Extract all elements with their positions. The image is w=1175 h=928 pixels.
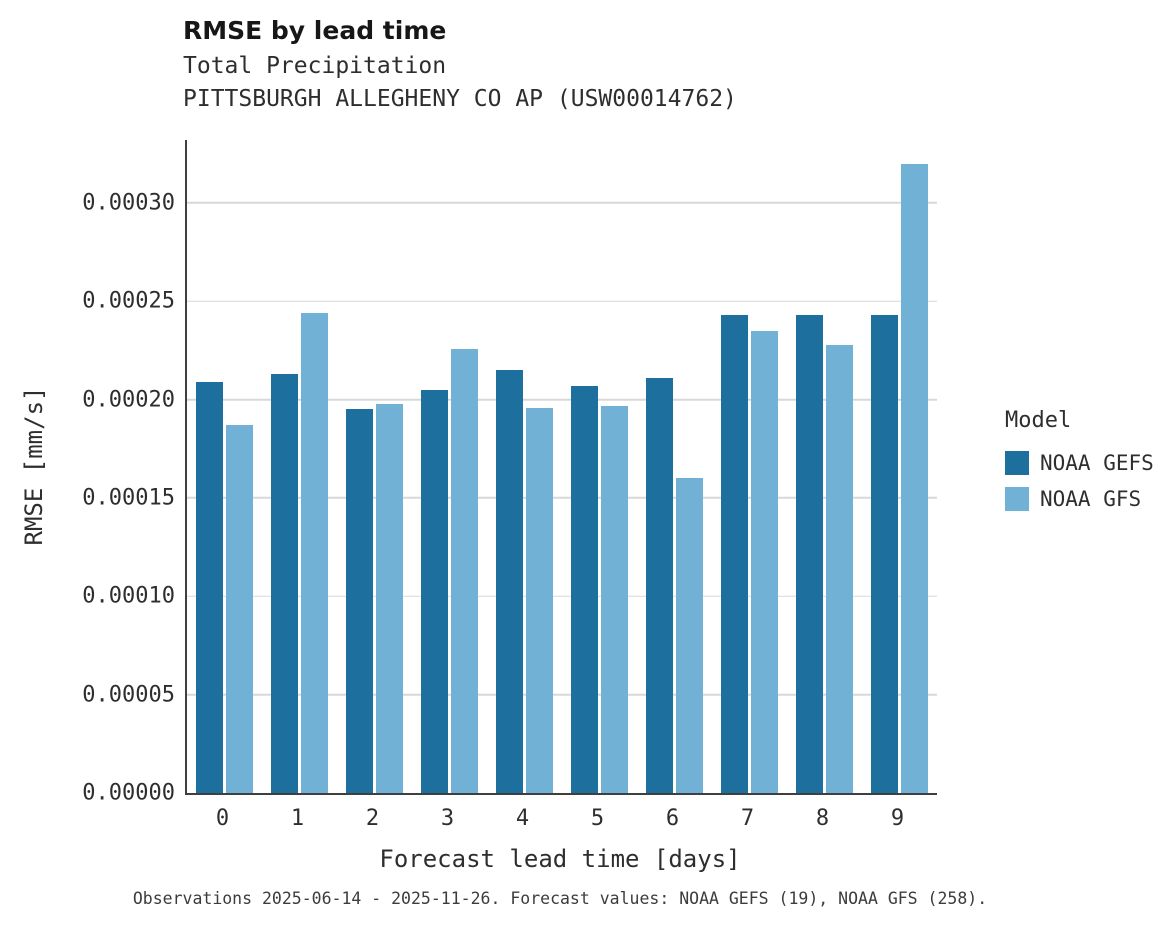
bar-noaa-gefs (571, 385, 598, 793)
y-tick-label: 0.00025 (82, 288, 175, 314)
x-tick-label: 9 (890, 806, 905, 831)
bar-noaa-gefs (496, 370, 523, 793)
bar-noaa-gefs (721, 315, 748, 793)
x-tick-label: 1 (290, 806, 305, 831)
legend-item-noaa-gefs: NOAA GEFS (1005, 451, 1154, 475)
y-tick-label: 0.00020 (82, 387, 175, 413)
y-tick-label: 0.00010 (82, 583, 175, 609)
plot-area (185, 140, 937, 795)
y-tick-label: 0.00015 (82, 485, 175, 511)
bar-noaa-gfs (526, 407, 553, 793)
bar-noaa-gfs (826, 344, 853, 793)
x-tick-label: 8 (815, 806, 830, 831)
chart-subtitle-station: PITTSBURGH ALLEGHENY CO AP (USW00014762) (183, 86, 737, 112)
y-tick-label: 0.00030 (82, 190, 175, 216)
legend-swatch-noaa-gefs (1005, 451, 1029, 475)
legend: Model NOAA GEFS NOAA GFS (1005, 408, 1154, 523)
gridline (187, 300, 937, 303)
x-tick-labels: 0 1 2 3 4 5 6 7 8 9 (185, 806, 935, 834)
bar-noaa-gfs (751, 330, 778, 793)
legend-label-noaa-gfs: NOAA GFS (1040, 487, 1142, 511)
x-tick-label: 2 (365, 806, 380, 831)
gridline (187, 398, 937, 401)
bar-noaa-gefs (271, 374, 298, 793)
y-tick-label: 0.00005 (82, 682, 175, 708)
legend-title: Model (1005, 408, 1072, 433)
bar-noaa-gefs (346, 409, 373, 793)
gridline (187, 693, 937, 696)
legend-swatch-noaa-gfs (1005, 487, 1029, 511)
x-tick-label: 6 (665, 806, 680, 831)
bar-noaa-gefs (645, 378, 673, 793)
bar-noaa-gfs (226, 425, 253, 793)
chart-title: RMSE by lead time (183, 16, 447, 45)
title-block: RMSE by lead time Total Precipitation PI… (183, 16, 737, 119)
gridline (187, 595, 937, 598)
y-tick-label: 0.00000 (82, 780, 175, 806)
bar-noaa-gfs (601, 405, 628, 793)
bar-noaa-gefs (796, 315, 823, 793)
bar-noaa-gefs (871, 315, 898, 793)
gridline (187, 497, 937, 499)
bar-noaa-gfs (451, 348, 478, 793)
bar-noaa-gefs (196, 381, 223, 793)
x-axis-title: Forecast lead time [days] (379, 845, 741, 873)
y-tick-labels: 0.00000 0.00005 0.00010 0.00015 0.00020 0.000… (30, 140, 175, 805)
bar-noaa-gfs (376, 403, 403, 793)
x-tick-label: 7 (740, 806, 755, 831)
x-tick-label: 4 (515, 806, 530, 831)
bar-noaa-gfs (901, 163, 928, 793)
x-tick-label: 5 (590, 806, 605, 831)
x-tick-label: 3 (440, 806, 455, 831)
caption: Observations 2025-06-14 - 2025-11-26. Fo… (132, 889, 988, 908)
bar-noaa-gfs (301, 313, 328, 793)
chart-subtitle-variable: Total Precipitation (183, 53, 447, 79)
bar-noaa-gefs (421, 389, 448, 793)
bar-noaa-gfs (675, 478, 703, 793)
x-tick-label: 0 (215, 806, 230, 831)
legend-label-noaa-gefs: NOAA GEFS (1040, 451, 1154, 475)
legend-item-noaa-gfs: NOAA GFS (1005, 487, 1154, 511)
gridline (187, 202, 937, 204)
